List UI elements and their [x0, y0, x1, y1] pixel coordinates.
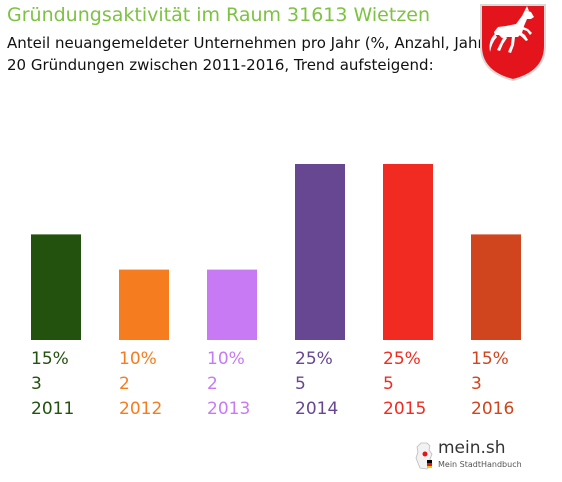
bar-year-label: 2015 [383, 399, 426, 419]
chart-subtitle: Anteil neuangemeldeter Unternehmen pro J… [7, 34, 490, 52]
bar-percent-label: 10% [207, 349, 245, 369]
mein-sh-logo: mein.sh Mein StadtHandbuch [412, 437, 524, 477]
lower-saxony-crest-icon [478, 2, 548, 82]
chart-title: Gründungsaktivität im Raum 31613 Wietzen [7, 4, 431, 26]
bar-value-label: 3 [31, 374, 42, 394]
bar-2016 [471, 234, 521, 340]
bar-value-label: 5 [383, 374, 394, 394]
bar-2012 [119, 269, 169, 340]
bar-value-label: 5 [295, 374, 306, 394]
bar-percent-label: 25% [295, 349, 333, 369]
bar-year-label: 2011 [31, 399, 74, 419]
bar-2013 [207, 269, 257, 340]
germany-map-icon [415, 442, 433, 470]
bar-year-label: 2016 [471, 399, 514, 419]
bar-2011 [31, 234, 81, 340]
bar-percent-label: 15% [31, 349, 69, 369]
bar-percent-label: 25% [383, 349, 421, 369]
bar-percent-label: 10% [119, 349, 157, 369]
bar-year-label: 2014 [295, 399, 338, 419]
bar-value-label: 2 [119, 374, 130, 394]
logo-tagline: Mein StadtHandbuch [438, 460, 522, 469]
chart-summary: 20 Gründungen zwischen 2011-2016, Trend … [7, 56, 434, 74]
bar-year-label: 2013 [207, 399, 250, 419]
bar-value-label: 3 [471, 374, 482, 394]
bar-year-label: 2012 [119, 399, 162, 419]
bar-2014 [295, 164, 345, 340]
bar-2015 [383, 164, 433, 340]
bar-value-label: 2 [207, 374, 218, 394]
logo-name: mein.sh [438, 438, 506, 458]
bar-percent-label: 15% [471, 349, 509, 369]
